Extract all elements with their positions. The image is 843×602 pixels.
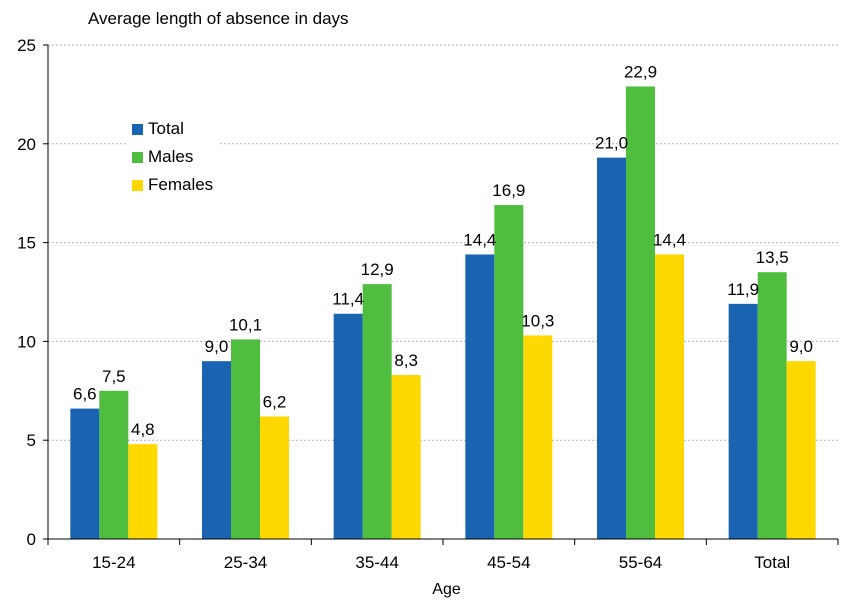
bar-total-total [728,303,758,539]
y-tick-label-20: 20 [17,135,36,154]
data-label-total-15-24: 6,6 [73,385,97,404]
legend-swatch-males [132,151,143,163]
x-tick-label-35-44: 35-44 [355,553,398,572]
legend: Total Males Females [128,113,220,201]
data-label-total-45-54: 14,4 [463,230,496,249]
x-tick-label-45-54: 45-54 [487,553,530,572]
bar-males-55-64 [626,86,655,539]
data-label-total-total: 11,9 [727,280,759,299]
legend-label-total: Total [148,119,184,138]
data-label-males-55-64: 22,9 [624,62,657,81]
y-tick-label-10: 10 [17,332,36,351]
x-axis-title: Age [432,581,461,598]
data-label-total-25-34: 9,0 [205,337,229,356]
bar-males-35-44 [362,284,392,539]
data-label-females-55-64: 14,4 [653,230,686,249]
data-label-total-35-44: 11,4 [332,290,364,309]
gridlines [48,44,838,441]
bar-males-15-24 [99,390,129,539]
data-label-males-15-24: 7,5 [102,367,126,386]
bar-total-55-64 [597,157,626,539]
bar-females-15-24 [128,444,158,539]
bar-females-25-34 [260,416,289,539]
data-label-males-25-34: 10,1 [229,315,262,334]
y-axis-title: Average length of absence in days [88,9,349,28]
y-tick-label-0: 0 [27,530,36,549]
data-label-females-45-54: 10,3 [521,311,554,330]
bar-total-45-54 [465,254,495,539]
legend-item-total: Total [132,115,213,143]
data-labels: 6,67,54,89,010,16,211,412,98,314,416,910… [73,62,813,439]
data-label-females-total: 9,0 [789,337,813,356]
data-label-total-55-64: 21,0 [595,134,628,153]
bar-females-45-54 [523,335,553,539]
bar-total-35-44 [333,313,363,539]
legend-swatch-total [132,123,143,135]
legend-swatch-females [132,179,143,191]
y-tick-label-5: 5 [27,431,36,450]
bar-females-total [786,361,816,539]
x-tick-label-15-24: 15-24 [92,553,135,572]
bar-males-total [757,272,787,539]
data-label-males-35-44: 12,9 [361,260,394,279]
x-tick-label-25-34: 25-34 [224,553,267,572]
bar-males-45-54 [494,205,524,539]
bar-females-35-44 [391,374,421,539]
x-tick-label-55-64: 55-64 [619,553,662,572]
bar-total-15-24 [70,408,100,539]
bars [70,86,816,539]
data-label-females-25-34: 6,2 [263,392,287,411]
y-tick-label-15: 15 [17,234,36,253]
legend-item-males: Males [132,143,213,171]
data-label-females-35-44: 8,3 [394,351,418,370]
bar-total-25-34 [202,361,231,539]
bar-females-55-64 [655,254,684,539]
axes: 0 5 10 15 20 25 15-24 25-34 35-44 45-54 55-64 Total [17,36,839,572]
data-label-males-total: 13,5 [756,248,789,267]
legend-item-females: Females [132,171,213,199]
bar-males-25-34 [231,339,260,539]
legend-label-females: Females [148,175,214,194]
data-label-females-15-24: 4,8 [131,420,155,439]
data-label-males-45-54: 16,9 [492,181,525,200]
legend-label-males: Males [148,147,194,166]
y-tick-label-25: 25 [17,36,36,55]
x-tick-label-total: Total [754,553,790,572]
